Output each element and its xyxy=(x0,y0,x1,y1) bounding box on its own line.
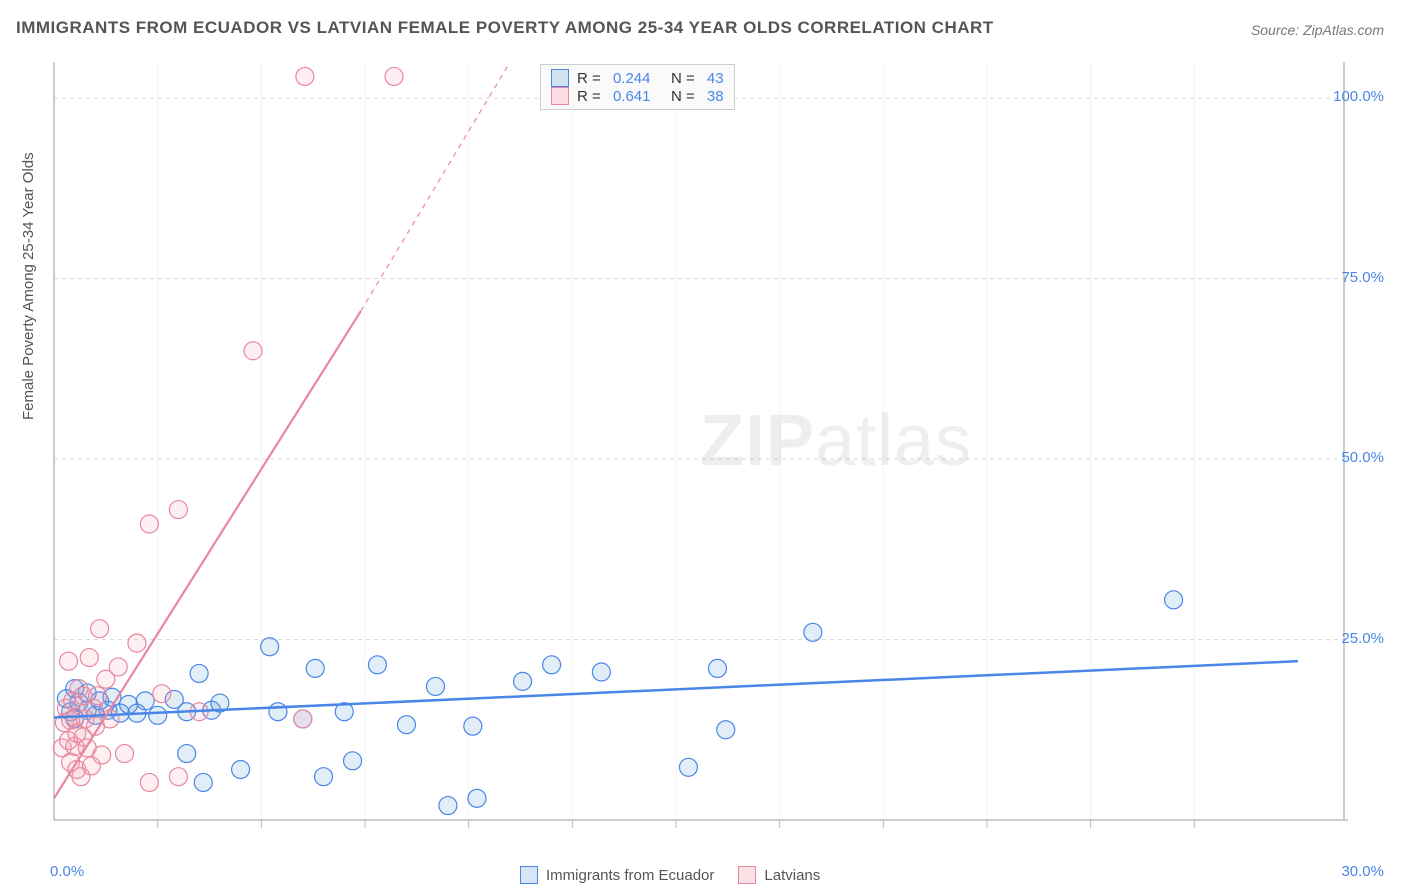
legend-label: Latvians xyxy=(764,867,820,884)
data-point xyxy=(592,663,610,681)
y-tick-label: 100.0% xyxy=(1333,88,1384,105)
data-point xyxy=(543,656,561,674)
data-point xyxy=(368,656,386,674)
data-point xyxy=(194,773,212,791)
series-legend: Immigrants from Ecuador Latvians xyxy=(520,866,820,884)
legend-n-value: 38 xyxy=(707,88,724,105)
data-point xyxy=(140,515,158,533)
legend-row: R = 0.641 N = 38 xyxy=(551,87,724,105)
data-point xyxy=(89,687,107,705)
legend-r-value: 0.641 xyxy=(613,88,651,105)
correlation-legend: R = 0.244 N = 43R = 0.641 N = 38 xyxy=(540,64,735,110)
y-axis-label: Female Poverty Among 25-34 Year Olds xyxy=(20,152,37,420)
legend-n-value: 43 xyxy=(707,70,724,87)
trend-line xyxy=(54,311,361,798)
data-point xyxy=(149,706,167,724)
data-point xyxy=(60,652,78,670)
x-axis-min-label: 0.0% xyxy=(50,863,84,880)
data-point xyxy=(468,789,486,807)
data-point xyxy=(397,716,415,734)
data-point xyxy=(109,658,127,676)
data-point xyxy=(269,703,287,721)
data-point xyxy=(439,797,457,815)
legend-r-label: R = xyxy=(577,70,605,87)
data-point xyxy=(91,620,109,638)
data-point xyxy=(464,717,482,735)
data-point xyxy=(385,67,403,85)
x-axis-max-label: 30.0% xyxy=(1341,863,1384,880)
data-point xyxy=(244,342,262,360)
data-point xyxy=(80,649,98,667)
legend-item: Immigrants from Ecuador xyxy=(520,866,714,884)
data-point xyxy=(115,745,133,763)
legend-swatch xyxy=(520,866,538,884)
legend-swatch xyxy=(551,87,569,105)
y-tick-label: 50.0% xyxy=(1341,449,1384,466)
data-point xyxy=(315,768,333,786)
data-point xyxy=(717,721,735,739)
data-point xyxy=(169,501,187,519)
data-point xyxy=(140,773,158,791)
legend-item: Latvians xyxy=(738,866,820,884)
data-point xyxy=(344,752,362,770)
source-label: Source: ZipAtlas.com xyxy=(1251,22,1384,38)
data-point xyxy=(153,685,171,703)
legend-swatch xyxy=(738,866,756,884)
data-point xyxy=(1165,591,1183,609)
plot-area xyxy=(48,62,1348,832)
legend-row: R = 0.244 N = 43 xyxy=(551,69,724,87)
data-point xyxy=(232,760,250,778)
chart-title: IMMIGRANTS FROM ECUADOR VS LATVIAN FEMAL… xyxy=(16,18,994,38)
legend-swatch xyxy=(551,69,569,87)
data-point xyxy=(679,758,697,776)
data-point xyxy=(294,710,312,728)
data-point xyxy=(169,768,187,786)
data-point xyxy=(178,745,196,763)
legend-label: Immigrants from Ecuador xyxy=(546,867,714,884)
data-point xyxy=(296,67,314,85)
data-point xyxy=(136,692,154,710)
data-point xyxy=(128,634,146,652)
legend-n-label: N = xyxy=(658,88,698,105)
data-point xyxy=(190,664,208,682)
data-point xyxy=(261,638,279,656)
data-point xyxy=(426,677,444,695)
y-tick-label: 75.0% xyxy=(1341,269,1384,286)
chart-container: IMMIGRANTS FROM ECUADOR VS LATVIAN FEMAL… xyxy=(0,0,1406,892)
legend-r-label: R = xyxy=(577,88,605,105)
legend-r-value: 0.244 xyxy=(613,70,651,87)
data-point xyxy=(514,672,532,690)
legend-n-label: N = xyxy=(658,70,698,87)
data-point xyxy=(93,746,111,764)
y-tick-label: 25.0% xyxy=(1341,630,1384,647)
data-point xyxy=(708,659,726,677)
data-point xyxy=(306,659,324,677)
data-point xyxy=(804,623,822,641)
trend-line-extrapolated xyxy=(361,62,510,311)
